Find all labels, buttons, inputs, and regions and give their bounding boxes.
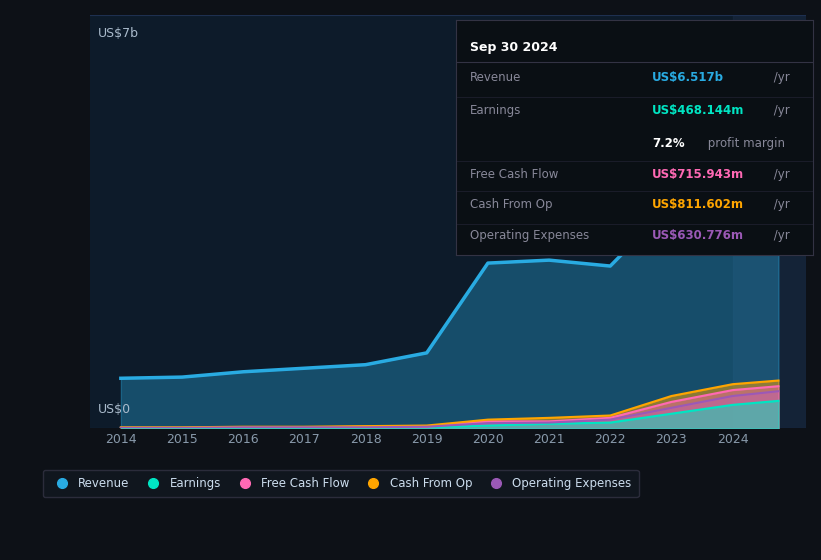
Text: US$0: US$0 <box>98 403 131 416</box>
Text: /yr: /yr <box>770 198 790 211</box>
Text: /yr: /yr <box>770 104 790 117</box>
Text: 7.2%: 7.2% <box>652 137 685 150</box>
Legend: Revenue, Earnings, Free Cash Flow, Cash From Op, Operating Expenses: Revenue, Earnings, Free Cash Flow, Cash … <box>43 470 639 497</box>
Text: Revenue: Revenue <box>470 71 521 85</box>
Text: US$7b: US$7b <box>98 27 139 40</box>
Text: Cash From Op: Cash From Op <box>470 198 553 211</box>
Text: Earnings: Earnings <box>470 104 521 117</box>
Text: Operating Expenses: Operating Expenses <box>470 229 589 242</box>
Text: US$468.144m: US$468.144m <box>652 104 745 117</box>
Bar <box>732 15 806 428</box>
Text: US$630.776m: US$630.776m <box>652 229 744 242</box>
Text: profit margin: profit margin <box>704 137 785 150</box>
Text: US$715.943m: US$715.943m <box>652 168 744 181</box>
Text: US$6.517b: US$6.517b <box>652 71 724 85</box>
Text: US$811.602m: US$811.602m <box>652 198 744 211</box>
Text: Free Cash Flow: Free Cash Flow <box>470 168 558 181</box>
Text: Sep 30 2024: Sep 30 2024 <box>470 41 557 54</box>
Text: /yr: /yr <box>770 168 790 181</box>
Text: /yr: /yr <box>770 71 790 85</box>
Text: /yr: /yr <box>770 229 790 242</box>
